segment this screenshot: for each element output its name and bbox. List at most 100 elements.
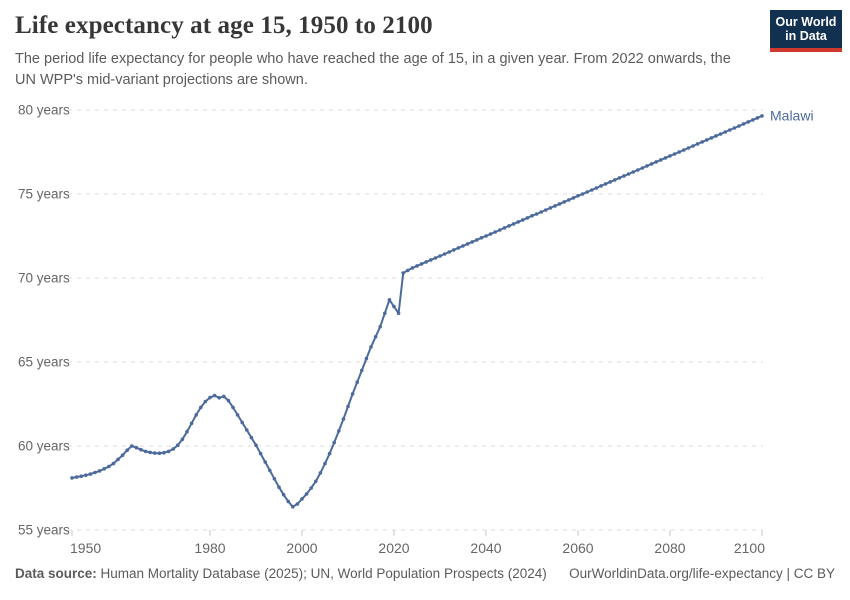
data-point [493, 230, 498, 234]
data-point [470, 240, 475, 244]
data-point [120, 453, 125, 458]
data-point [548, 206, 553, 210]
data-point [718, 132, 723, 136]
data-point [314, 479, 318, 484]
data-point [157, 451, 162, 456]
data-point [116, 457, 120, 462]
data-point [534, 212, 539, 216]
data-point [557, 202, 562, 206]
data-point [231, 405, 235, 410]
x-tick-label: 1950 [70, 540, 101, 556]
data-point [695, 142, 700, 146]
data-point [562, 200, 566, 204]
data-point [240, 420, 244, 425]
data-point [281, 492, 286, 497]
data-point [571, 196, 576, 200]
data-point [291, 505, 295, 509]
data-point [355, 380, 360, 385]
data-point [217, 396, 221, 400]
data-point [360, 368, 364, 373]
data-point [438, 254, 442, 258]
data-point [392, 304, 396, 309]
data-point [134, 445, 139, 450]
data-point [226, 398, 231, 403]
data-point [603, 182, 608, 186]
data-point [507, 224, 511, 228]
data-point [636, 168, 640, 172]
data-point [350, 392, 355, 396]
data-point [631, 170, 635, 174]
owid-logo-line1: Our World [775, 15, 837, 29]
series-line[interactable] [71, 114, 763, 508]
data-point [337, 429, 341, 433]
data-point [162, 450, 166, 455]
data-point [139, 447, 143, 452]
data-point [686, 146, 691, 150]
data-point [677, 150, 681, 154]
data-point [590, 188, 594, 192]
data-point [419, 262, 424, 266]
data-point [746, 120, 750, 124]
attribution-text[interactable]: OurWorldinData.org/life-expectancy | CC … [569, 566, 835, 581]
data-point [272, 477, 277, 481]
data-point [286, 499, 291, 504]
data-point [429, 258, 433, 262]
data-point [498, 228, 502, 232]
data-point [277, 485, 281, 490]
data-point [645, 164, 649, 168]
owid-logo[interactable]: Our World in Data [770, 10, 842, 52]
data-point [760, 114, 764, 118]
y-tick-label: 70 years [18, 271, 70, 286]
data-point [705, 138, 709, 142]
data-point [668, 154, 672, 158]
data-point [617, 176, 622, 180]
data-source-label: Data source: [15, 566, 97, 581]
data-point [732, 126, 737, 130]
data-point [148, 450, 152, 455]
data-point [387, 298, 392, 302]
data-point [622, 174, 626, 178]
data-point [475, 238, 479, 242]
data-point [203, 399, 208, 404]
data-point [258, 451, 263, 456]
data-point [364, 356, 369, 361]
data-point [691, 144, 695, 148]
owid-logo-stripe [770, 48, 842, 52]
data-point [737, 124, 741, 128]
data-point [208, 395, 212, 400]
data-point [599, 184, 603, 188]
y-tick-label: 55 years [18, 523, 70, 538]
data-point [613, 178, 617, 182]
data-point [369, 345, 373, 349]
data-point [304, 492, 309, 496]
data-point [530, 214, 534, 218]
data-point [484, 234, 488, 238]
attribution-link[interactable]: OurWorldinData.org/life-expectancy | CC … [569, 566, 835, 581]
data-point [332, 440, 337, 445]
data-point [79, 474, 83, 479]
data-point [511, 222, 516, 226]
data-point [309, 486, 314, 490]
data-point [654, 160, 658, 164]
data-point [682, 148, 686, 152]
data-point [456, 246, 461, 250]
data-point [235, 413, 240, 417]
series-entity-label[interactable]: Malawi [770, 107, 814, 123]
data-point [341, 417, 346, 421]
data-point [709, 136, 714, 140]
data-point [594, 186, 599, 190]
data-point [755, 116, 760, 120]
data-point [323, 461, 327, 466]
data-point [245, 428, 249, 432]
y-tick-label: 80 years [18, 103, 70, 118]
data-point [107, 464, 111, 469]
data-point [424, 260, 429, 264]
data-point [378, 324, 383, 329]
data-point [295, 502, 300, 506]
data-point [525, 216, 530, 220]
data-point [502, 226, 507, 230]
data-point [396, 311, 401, 316]
data-point [212, 393, 217, 398]
